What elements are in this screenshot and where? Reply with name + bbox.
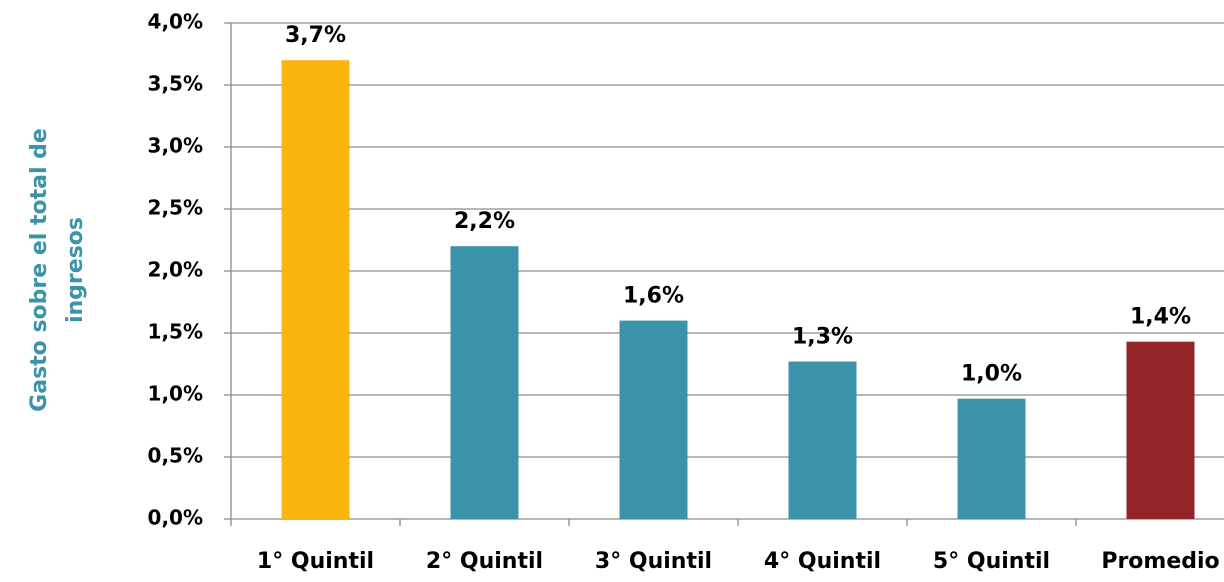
value-label: 3,7%: [285, 23, 346, 48]
y-tick-label: 2,0%: [148, 258, 203, 282]
bar: [450, 246, 519, 519]
x-tick-label: 2° Quintil: [426, 549, 543, 574]
value-label: 1,6%: [623, 284, 684, 309]
y-tick-label: 2,5%: [148, 196, 203, 220]
x-tick-label: 5° Quintil: [933, 549, 1050, 574]
x-tick-label: 3° Quintil: [595, 549, 712, 574]
x-tick-label: 4° Quintil: [764, 549, 881, 574]
y-tick-label: 1,5%: [148, 320, 203, 344]
y-tick-label: 4,0%: [148, 10, 203, 34]
value-label: 1,4%: [1130, 305, 1191, 330]
y-tick-label: 3,5%: [148, 72, 203, 96]
value-label: 1,0%: [961, 362, 1022, 387]
bar: [957, 398, 1026, 519]
bar: [281, 60, 350, 519]
y-tick-label: 1,0%: [148, 382, 203, 406]
y-tick-label: 3,0%: [148, 134, 203, 158]
x-tick-label: 1° Quintil: [257, 549, 374, 574]
value-label: 1,3%: [792, 325, 853, 350]
y-axis-title: Gasto sobre el total de ingresos: [27, 128, 88, 412]
bar: [788, 361, 857, 519]
x-tick-label: Promedio: [1101, 549, 1219, 574]
y-axis-label-line: ingresos: [63, 217, 88, 323]
bar: [1126, 341, 1195, 519]
y-tick-label: 0,5%: [148, 444, 203, 468]
value-label: 2,2%: [454, 209, 515, 234]
bar: [619, 320, 688, 519]
y-tick-label: 0,0%: [148, 506, 203, 530]
y-axis-label-line: Gasto sobre el total de: [27, 128, 52, 412]
